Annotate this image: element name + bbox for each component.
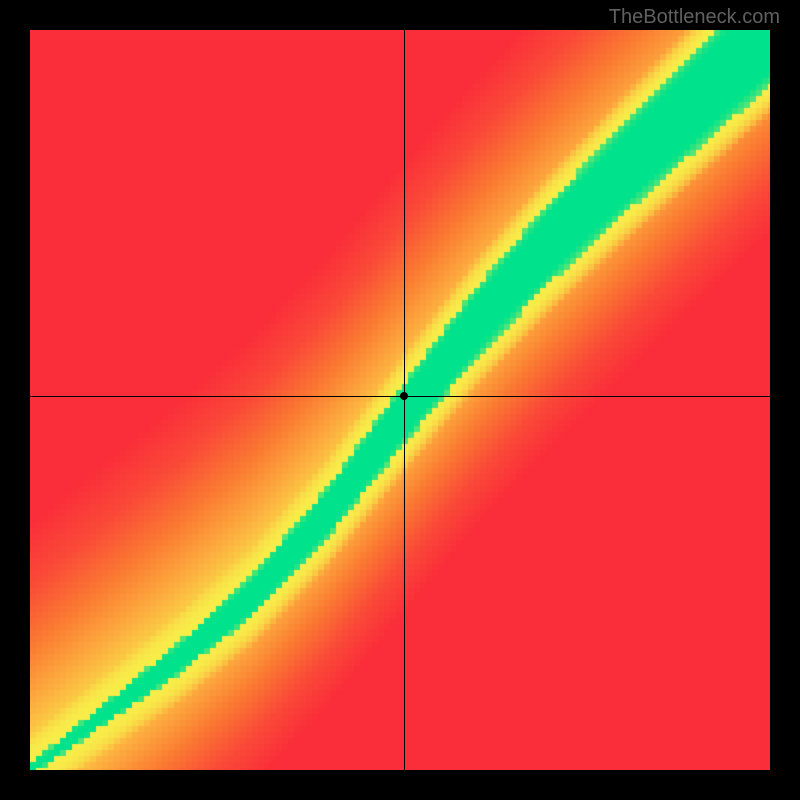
heatmap-canvas: [30, 30, 770, 770]
heatmap-plot: [30, 30, 770, 770]
watermark-text: TheBottleneck.com: [609, 6, 780, 29]
marker-point: [400, 392, 408, 400]
